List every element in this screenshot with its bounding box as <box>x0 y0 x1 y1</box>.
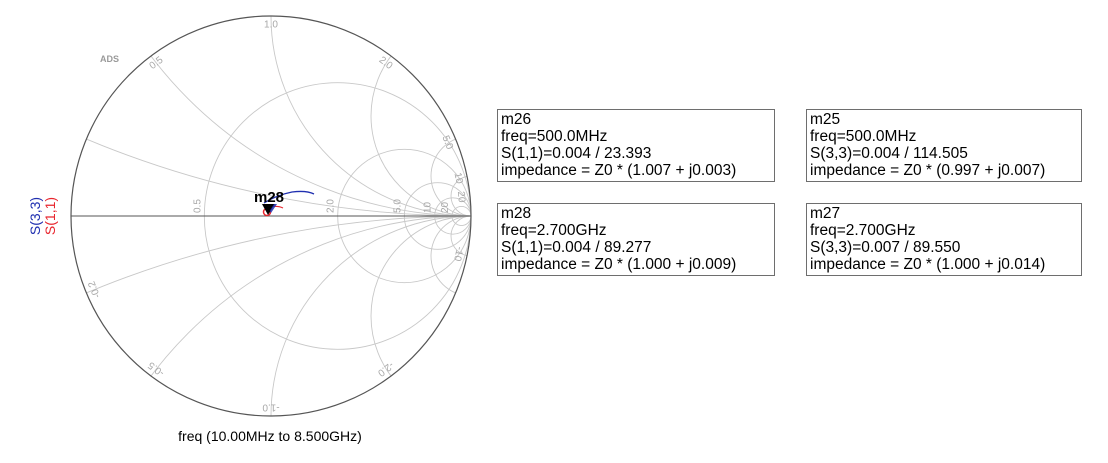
reactance-label: -0.2 <box>86 279 103 300</box>
marker-sparam: S(1,1)=0.004 / 89.277 <box>501 239 652 256</box>
resistance-label: 20 <box>440 201 451 213</box>
reactance-label: 1.0 <box>264 20 278 31</box>
marker-name: m26 <box>501 111 532 128</box>
reactance-label: -0.5 <box>146 359 167 378</box>
resistance-label: 5.0 <box>392 199 403 213</box>
reactance-label: -10 <box>451 246 465 263</box>
reactance-arc <box>450 215 471 257</box>
reactance-label: 20 <box>455 191 467 204</box>
reactance-arc <box>270 16 471 217</box>
resistance-label: 2.0 <box>326 199 337 213</box>
reactance-arc <box>71 215 471 416</box>
marker-label: m28 <box>254 189 284 206</box>
marker-impedance: impedance = Z0 * (1.007 + j0.003) <box>501 162 737 179</box>
smith-grid <box>71 16 471 416</box>
legend-s11: S(1,1) <box>42 197 58 235</box>
s33-trace <box>263 190 315 204</box>
marker-freq: freq=500.0MHz <box>810 128 917 145</box>
marker-readout-m26: m26 freq=500.0MHz S(1,1)=0.004 / 23.393 … <box>497 109 775 182</box>
reactance-arc <box>71 16 471 217</box>
marker-readout-m27: m27 freq=2.700GHz S(3,3)=0.007 / 89.550 … <box>806 203 1082 276</box>
resistance-label: 0.5 <box>192 199 203 213</box>
resistance-label: 10 <box>423 201 434 213</box>
reactance-arc <box>430 135 471 217</box>
reactance-label: -1.0 <box>262 401 280 412</box>
freq-range-caption: freq (10.00MHz to 8.500GHz) <box>178 428 362 444</box>
marker-freq: freq=2.700GHz <box>501 222 607 239</box>
ads-watermark: ADS <box>100 54 119 64</box>
reactance-arc <box>370 16 471 217</box>
marker-readout-m28: m28 freq=2.700GHz S(1,1)=0.004 / 89.277 … <box>497 203 775 276</box>
marker-name: m25 <box>810 111 841 128</box>
marker-impedance: impedance = Z0 * (1.000 + j0.009) <box>501 256 737 273</box>
marker-sparam: S(3,3)=0.007 / 89.550 <box>810 239 961 256</box>
legend-s33: S(3,3) <box>27 197 43 235</box>
reactance-arc <box>450 175 471 217</box>
reactance-label: 10 <box>452 172 465 186</box>
marker-freq: freq=500.0MHz <box>501 128 608 145</box>
reactance-label: 5.0 <box>439 134 455 151</box>
marker-freq: freq=2.700GHz <box>810 222 916 239</box>
unit-circle <box>70 15 472 417</box>
marker-readout-m25: m25 freq=500.0MHz S(3,3)=0.004 / 114.505… <box>806 109 1082 182</box>
reactance-label: -2.0 <box>375 359 396 378</box>
marker-sparam: S(1,1)=0.004 / 23.393 <box>501 145 652 162</box>
reactance-arc <box>430 215 471 297</box>
marker-name: m28 <box>501 205 532 222</box>
reactance-arc <box>370 215 471 416</box>
marker-triangle <box>264 204 274 212</box>
marker-name: m27 <box>810 205 841 222</box>
smith-chart: 0.5 2.0 5.0 10 200.51.02.05.01020-0.2-0.5-1.… <box>27 15 472 417</box>
marker-sparam: S(3,3)=0.004 / 114.505 <box>810 145 968 162</box>
marker-impedance: impedance = Z0 * (1.000 + j0.014) <box>810 256 1046 273</box>
marker-impedance: impedance = Z0 * (0.997 + j0.007) <box>810 162 1046 179</box>
